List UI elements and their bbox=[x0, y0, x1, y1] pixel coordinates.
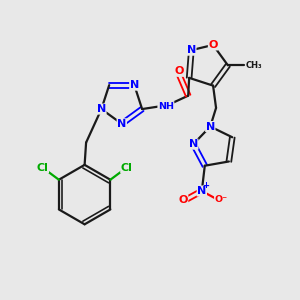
Text: +: + bbox=[202, 181, 209, 190]
Text: N: N bbox=[187, 45, 196, 55]
Text: O: O bbox=[178, 195, 188, 205]
Text: O: O bbox=[175, 66, 184, 76]
Text: N: N bbox=[130, 80, 139, 90]
Text: N: N bbox=[117, 119, 126, 129]
Text: N: N bbox=[189, 139, 198, 149]
Text: N: N bbox=[197, 186, 206, 196]
Text: Cl: Cl bbox=[121, 163, 133, 173]
Text: O⁻: O⁻ bbox=[214, 195, 228, 204]
Text: N: N bbox=[206, 122, 215, 131]
Text: CH₃: CH₃ bbox=[246, 61, 262, 70]
Text: Cl: Cl bbox=[37, 163, 49, 173]
Text: NH: NH bbox=[158, 102, 174, 111]
Text: O: O bbox=[208, 40, 218, 50]
Text: N: N bbox=[97, 104, 106, 114]
